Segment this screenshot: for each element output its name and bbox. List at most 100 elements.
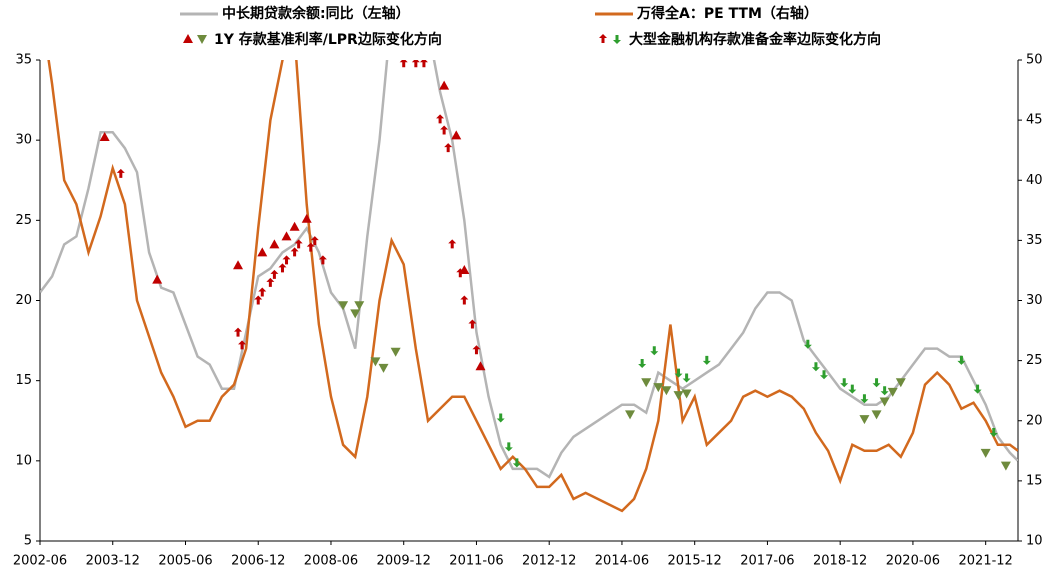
- y-tick-label: 30: [15, 133, 32, 148]
- rate-marker: [281, 231, 292, 241]
- rrr-marker: [496, 413, 505, 423]
- rate-marker: [980, 448, 991, 458]
- rrr-marker: [512, 458, 521, 468]
- rrr-marker: [258, 287, 267, 297]
- y2-tick-label: 20: [1026, 413, 1043, 428]
- rrr-marker: [973, 384, 982, 394]
- rate-marker: [390, 347, 401, 357]
- rrr-marker: [848, 384, 857, 394]
- rate-marker: [879, 397, 890, 407]
- rrr-marker: [989, 427, 998, 437]
- legend-swatch: [613, 35, 621, 44]
- rrr-marker: [504, 442, 513, 452]
- rrr-marker: [306, 242, 315, 252]
- rrr-marker: [290, 247, 299, 257]
- rate-marker: [338, 301, 349, 311]
- rrr-marker: [419, 60, 428, 68]
- x-tick-label: 2009-12: [377, 554, 431, 569]
- rrr-marker: [310, 236, 319, 246]
- rate-marker: [99, 131, 110, 141]
- rrr-marker: [318, 255, 327, 265]
- series-line: [40, 60, 1018, 479]
- rate-marker: [661, 386, 672, 396]
- rrr-marker: [638, 359, 647, 369]
- rrr-marker: [957, 355, 966, 365]
- rate-marker: [859, 415, 870, 425]
- y-tick-label: 20: [15, 293, 32, 308]
- rate-marker: [1000, 461, 1011, 471]
- rrr-marker: [294, 239, 303, 249]
- rate-marker: [439, 80, 450, 90]
- rrr-marker: [238, 340, 247, 350]
- rrr-marker: [456, 268, 465, 278]
- y2-tick-label: 45: [1026, 113, 1043, 128]
- legend-label: 万得全A：PE TTM（右轴）: [636, 5, 818, 22]
- rrr-marker: [411, 60, 420, 68]
- rrr-marker: [702, 355, 711, 365]
- rrr-marker: [650, 346, 659, 356]
- rrr-marker: [266, 277, 275, 287]
- legend-swatch: [599, 34, 607, 43]
- plot-area: [40, 60, 1018, 513]
- rrr-marker: [803, 339, 812, 349]
- rrr-marker: [820, 370, 829, 380]
- rate-marker: [673, 391, 684, 401]
- rate-marker: [887, 387, 898, 397]
- rrr-marker: [872, 378, 881, 388]
- y-tick-label: 15: [15, 373, 32, 388]
- rate-marker: [625, 410, 636, 420]
- rate-marker: [475, 361, 486, 371]
- rrr-marker: [436, 114, 445, 124]
- rate-marker: [451, 130, 462, 140]
- x-tick-label: 2006-12: [231, 554, 285, 569]
- y2-tick-label: 10: [1026, 534, 1043, 549]
- rate-marker: [871, 410, 882, 420]
- rate-marker: [354, 301, 365, 311]
- rate-marker: [350, 309, 361, 319]
- rrr-marker: [674, 368, 683, 378]
- x-tick-label: 2003-12: [86, 554, 140, 569]
- rrr-marker: [682, 373, 691, 383]
- y2-tick-label: 15: [1026, 473, 1043, 488]
- legend-swatch: [197, 35, 207, 44]
- y-tick-label: 25: [15, 213, 32, 228]
- rrr-marker: [116, 168, 125, 178]
- rrr-marker: [811, 362, 820, 372]
- x-tick-label: 2014-06: [595, 554, 649, 569]
- y2-tick-label: 25: [1026, 353, 1043, 368]
- y2-tick-label: 35: [1026, 233, 1043, 248]
- rrr-marker: [254, 295, 263, 305]
- x-tick-label: 2005-06: [158, 554, 212, 569]
- x-tick-label: 2018-12: [813, 554, 867, 569]
- x-tick-label: 2012-12: [522, 554, 576, 569]
- x-tick-label: 2015-12: [668, 554, 722, 569]
- rrr-marker: [282, 255, 291, 265]
- rrr-marker: [234, 327, 243, 337]
- x-tick-label: 2017-06: [740, 554, 794, 569]
- rrr-marker: [840, 378, 849, 388]
- rrr-marker: [460, 295, 469, 305]
- x-tick-label: 2011-06: [449, 554, 503, 569]
- x-tick-label: 2008-06: [304, 554, 358, 569]
- rate-marker: [895, 378, 906, 388]
- rrr-marker: [448, 239, 457, 249]
- legend-swatch: [183, 34, 193, 43]
- x-tick-label: 2021-12: [959, 554, 1013, 569]
- rate-marker: [257, 247, 268, 257]
- rate-marker: [301, 213, 312, 223]
- rate-marker: [370, 357, 381, 367]
- rrr-marker: [444, 143, 453, 153]
- y2-tick-label: 40: [1026, 173, 1043, 188]
- rrr-marker: [440, 125, 449, 135]
- rate-marker: [681, 389, 692, 399]
- rrr-marker: [468, 319, 477, 329]
- series-line: [47, 60, 1018, 513]
- rrr-marker: [399, 60, 408, 68]
- rate-marker: [378, 363, 389, 373]
- rate-marker: [653, 383, 664, 393]
- rrr-marker: [880, 386, 889, 396]
- rate-marker: [289, 221, 300, 231]
- rate-marker: [233, 260, 244, 270]
- rate-marker: [269, 239, 280, 249]
